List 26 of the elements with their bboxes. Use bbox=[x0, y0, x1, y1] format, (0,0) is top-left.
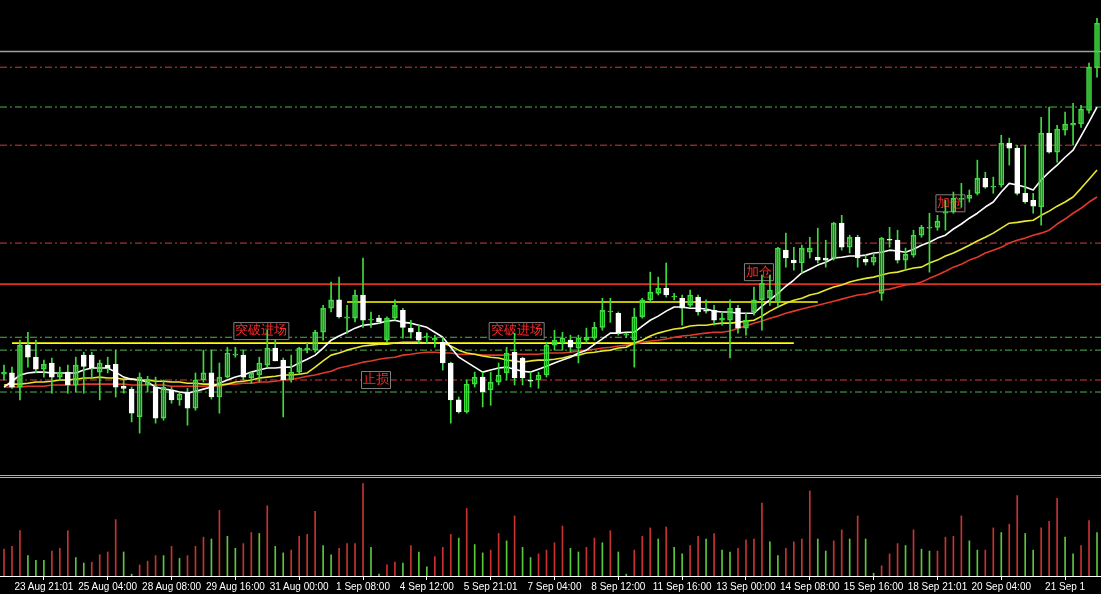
annotation: 止损 bbox=[363, 371, 390, 387]
candlestick bbox=[1022, 144, 1029, 204]
x-tick-label: 7 Sep 04:00 bbox=[527, 580, 582, 592]
candlestick bbox=[1006, 137, 1013, 166]
x-tick-label: 25 Aug 04:00 bbox=[78, 580, 138, 592]
x-tick-label: 13 Sep 00:00 bbox=[716, 580, 777, 592]
annotation: 加仓 bbox=[745, 263, 772, 279]
x-tick-label: 23 Aug 21:01 bbox=[14, 580, 74, 592]
x-tick-label: 31 Aug 00:00 bbox=[269, 580, 330, 592]
candlestick bbox=[703, 299, 709, 314]
x-tick-label: 8 Sep 12:00 bbox=[591, 580, 646, 592]
x-tick-label: 1 Sep 08:00 bbox=[336, 580, 391, 592]
annotation: 突破进场 bbox=[490, 322, 543, 338]
x-tick-label: 15 Sep 16:00 bbox=[843, 580, 904, 592]
candlestick bbox=[783, 232, 789, 268]
x-tick-label: 4 Sep 12:00 bbox=[399, 580, 455, 592]
x-tick-label: 5 Sep 21:01 bbox=[463, 580, 519, 592]
x-tick-label: 14 Sep 08:00 bbox=[780, 580, 840, 592]
x-tick-label: 18 Sep 21:01 bbox=[907, 580, 968, 592]
candlestick bbox=[663, 262, 670, 298]
annotation: 突破进场 bbox=[235, 322, 288, 338]
x-tick-label: 28 Aug 08:00 bbox=[142, 580, 202, 592]
x-tick-label: 11 Sep 16:00 bbox=[652, 580, 712, 592]
x-tick-label: 29 Aug 16:00 bbox=[205, 580, 266, 592]
x-tick-label: 21 Sep 1 bbox=[1045, 580, 1086, 592]
x-tick-label: 20 Sep 04:00 bbox=[971, 580, 1032, 592]
